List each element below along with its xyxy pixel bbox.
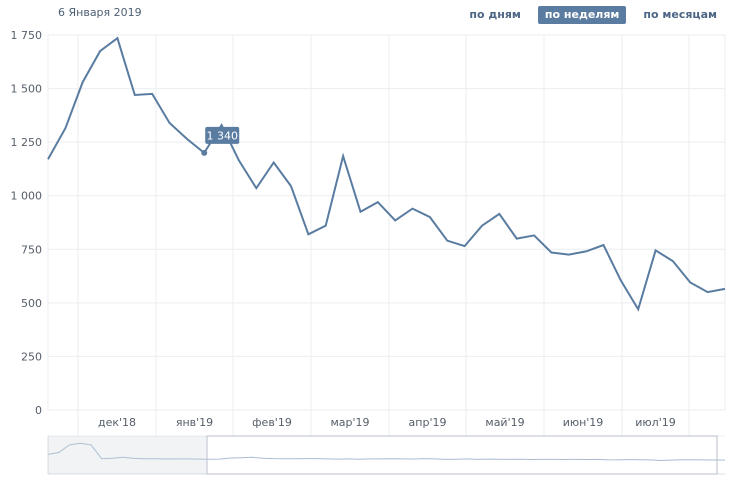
- x-tick-label: май'19: [485, 416, 524, 429]
- series-line: [47, 36, 726, 312]
- tooltip-value: 1 340: [206, 129, 238, 142]
- x-tick-label: июн'19: [563, 416, 604, 429]
- x-tick-label: фев'19: [252, 416, 292, 429]
- x-tick-label: апр'19: [409, 416, 447, 429]
- x-tick-label: дек'18: [98, 416, 136, 429]
- x-tick-label: июл'19: [635, 416, 675, 429]
- y-tick-label: 750: [21, 243, 42, 256]
- tab-by-weeks[interactable]: по неделям: [537, 6, 627, 24]
- y-tick-label: 0: [35, 404, 42, 417]
- date-label: 6 Января 2019: [58, 6, 142, 19]
- plot-frame: [47, 34, 726, 411]
- x-tick-label: янв'19: [176, 416, 213, 429]
- tab-by-days[interactable]: по дням: [469, 8, 521, 21]
- navigator-window[interactable]: [206, 435, 718, 475]
- tooltip-box: [205, 126, 240, 144]
- y-tick-label: 250: [21, 350, 42, 363]
- y-tick-label: 500: [21, 297, 42, 310]
- navigator-mask: [48, 436, 207, 474]
- x-tick-label: мар'19: [330, 416, 369, 429]
- y-tick-label: 1 250: [11, 136, 43, 149]
- y-tick-label: 1 500: [11, 83, 43, 96]
- period-tabs: по дням по неделям по месяцам: [452, 6, 724, 24]
- tab-by-months[interactable]: по месяцам: [643, 8, 717, 21]
- y-tick-label: 1 750: [11, 29, 43, 42]
- navigator-line: [47, 442, 726, 462]
- hover-point[interactable]: [201, 149, 208, 156]
- y-tick-label: 1 000: [11, 190, 43, 203]
- range-navigator[interactable]: [47, 435, 726, 475]
